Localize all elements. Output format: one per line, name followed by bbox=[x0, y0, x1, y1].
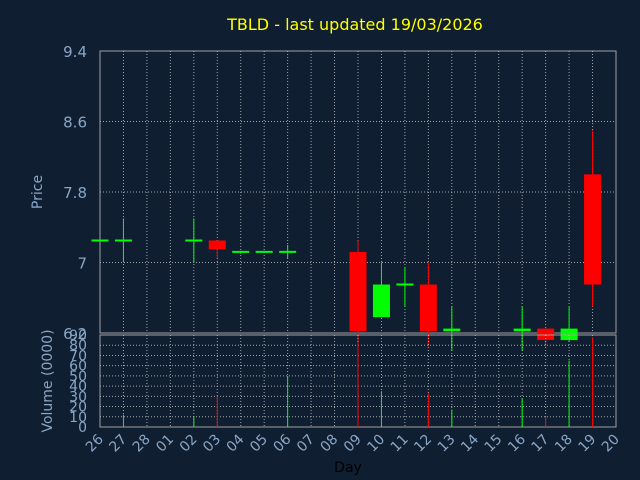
x-tick-label: 17 bbox=[529, 432, 553, 456]
x-tick-label: 02 bbox=[177, 432, 201, 456]
volume-tick-label: 40 bbox=[69, 379, 87, 395]
candle-body bbox=[208, 240, 226, 250]
candle-body bbox=[537, 328, 555, 341]
candle-body bbox=[443, 328, 461, 332]
volume-tick-label: 30 bbox=[69, 389, 87, 405]
x-tick-label: 10 bbox=[364, 432, 388, 456]
x-tick-label: 03 bbox=[200, 432, 224, 456]
x-tick-label: 11 bbox=[388, 432, 412, 456]
x-tick-label: 15 bbox=[482, 432, 506, 456]
candle-body bbox=[560, 328, 578, 341]
x-tick-label: 05 bbox=[247, 432, 271, 456]
x-tick-label: 12 bbox=[411, 432, 435, 456]
x-tick-label: 13 bbox=[435, 432, 459, 456]
x-tick-label: 18 bbox=[552, 432, 576, 456]
price-tick-label: 8.6 bbox=[63, 114, 87, 132]
volume-tick-label: 70 bbox=[69, 348, 87, 364]
volume-tick-label: 10 bbox=[69, 410, 87, 426]
price-tick-label: 7.8 bbox=[63, 184, 87, 202]
x-tick-label: 14 bbox=[458, 431, 482, 455]
x-tick-label: 06 bbox=[271, 431, 295, 455]
price-axis-label: Price bbox=[30, 175, 46, 209]
x-tick-label: 16 bbox=[505, 431, 529, 455]
x-tick-label: 01 bbox=[153, 432, 177, 456]
x-tick-label: 27 bbox=[106, 432, 130, 456]
volume-axis-label: Volume (0000) bbox=[40, 329, 56, 432]
candle-body bbox=[419, 284, 437, 332]
price-panel: Price 9.4 8.6 7.8 7 6.2 bbox=[30, 43, 617, 351]
x-tick-label: 07 bbox=[294, 432, 318, 456]
x-axis-label: Day bbox=[334, 460, 362, 476]
volume-tick-label: 90 bbox=[69, 328, 87, 344]
candle-body bbox=[349, 251, 367, 332]
volume-tick-label: 60 bbox=[69, 359, 87, 375]
volume-tick-label: 80 bbox=[69, 338, 87, 354]
volume-tick-label: 20 bbox=[69, 400, 87, 416]
chart-title: TBLD - last updated 19/03/2026 bbox=[226, 15, 483, 34]
x-tick-label: 28 bbox=[130, 432, 154, 456]
candle-body bbox=[584, 174, 602, 285]
x-tick-label: 20 bbox=[599, 432, 623, 456]
volume-tick-label: 0 bbox=[78, 420, 87, 436]
x-tick-label: 19 bbox=[575, 432, 599, 456]
x-tick-label: 04 bbox=[224, 431, 248, 455]
candle-body bbox=[513, 328, 531, 332]
volume-tick-label: 50 bbox=[69, 369, 87, 385]
x-tick-label: 08 bbox=[317, 432, 341, 456]
candle-body bbox=[372, 284, 390, 318]
price-tick-label: 9.4 bbox=[63, 43, 87, 61]
x-tick-label: 09 bbox=[341, 432, 365, 456]
price-tick-label: 7 bbox=[77, 255, 87, 273]
price-tick-label: 6.2 bbox=[63, 325, 87, 343]
